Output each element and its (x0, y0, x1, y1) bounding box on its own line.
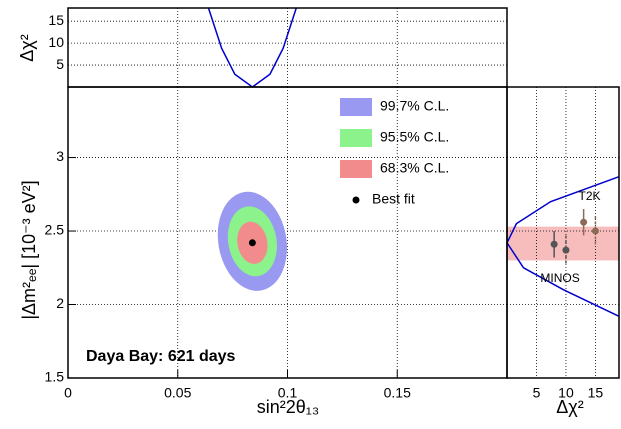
right-x-label: Δχ² (556, 397, 583, 417)
right-x-tick-label: 10 (558, 385, 574, 401)
top-curve (207, 7, 297, 88)
x-tick-label: 0.1 (278, 385, 298, 401)
band (507, 226, 619, 261)
y-tick-label: 2.5 (45, 222, 65, 238)
data-point (591, 227, 599, 235)
data-point (562, 246, 570, 254)
experiment-label: T2K (579, 189, 601, 203)
legend-label: 68.3% C.L. (380, 160, 449, 176)
y-axis-label: |Δm²ₑₑ| [10⁻³ eV²] (19, 180, 39, 319)
right-x-tick-label: 5 (533, 385, 541, 401)
y-tick-label: 1.5 (45, 369, 65, 385)
legend-swatch (340, 129, 372, 147)
legend-label: 95.5% C.L. (380, 129, 449, 145)
frame (506, 86, 620, 379)
x-tick-label: 0.15 (384, 385, 411, 401)
x-axis-label: sin²2θ₁₃ (257, 397, 319, 417)
legend-label: Best fit (372, 191, 415, 207)
data-point (550, 240, 558, 248)
top-y-tick-label: 15 (48, 12, 64, 28)
data-point (580, 218, 588, 226)
y-tick-label: 2 (56, 295, 64, 311)
experiment-label: MINOS (540, 271, 579, 285)
y-tick-label: 3 (56, 148, 64, 164)
legend-marker (352, 196, 360, 204)
legend-label: 99.7% C.L. (380, 98, 449, 114)
right-x-tick-label: 15 (588, 385, 604, 401)
x-tick-label: 0 (64, 385, 72, 401)
best-fit (248, 239, 256, 247)
top-y-tick-label: 5 (56, 56, 64, 72)
top-y-label: Δχ² (17, 34, 37, 61)
chart-title: Daya Bay: 621 days (86, 348, 236, 365)
top-y-tick-label: 10 (48, 34, 64, 50)
legend-swatch (340, 98, 372, 116)
frame (67, 7, 508, 88)
legend-swatch (340, 160, 372, 178)
x-tick-label: 0.05 (164, 385, 191, 401)
